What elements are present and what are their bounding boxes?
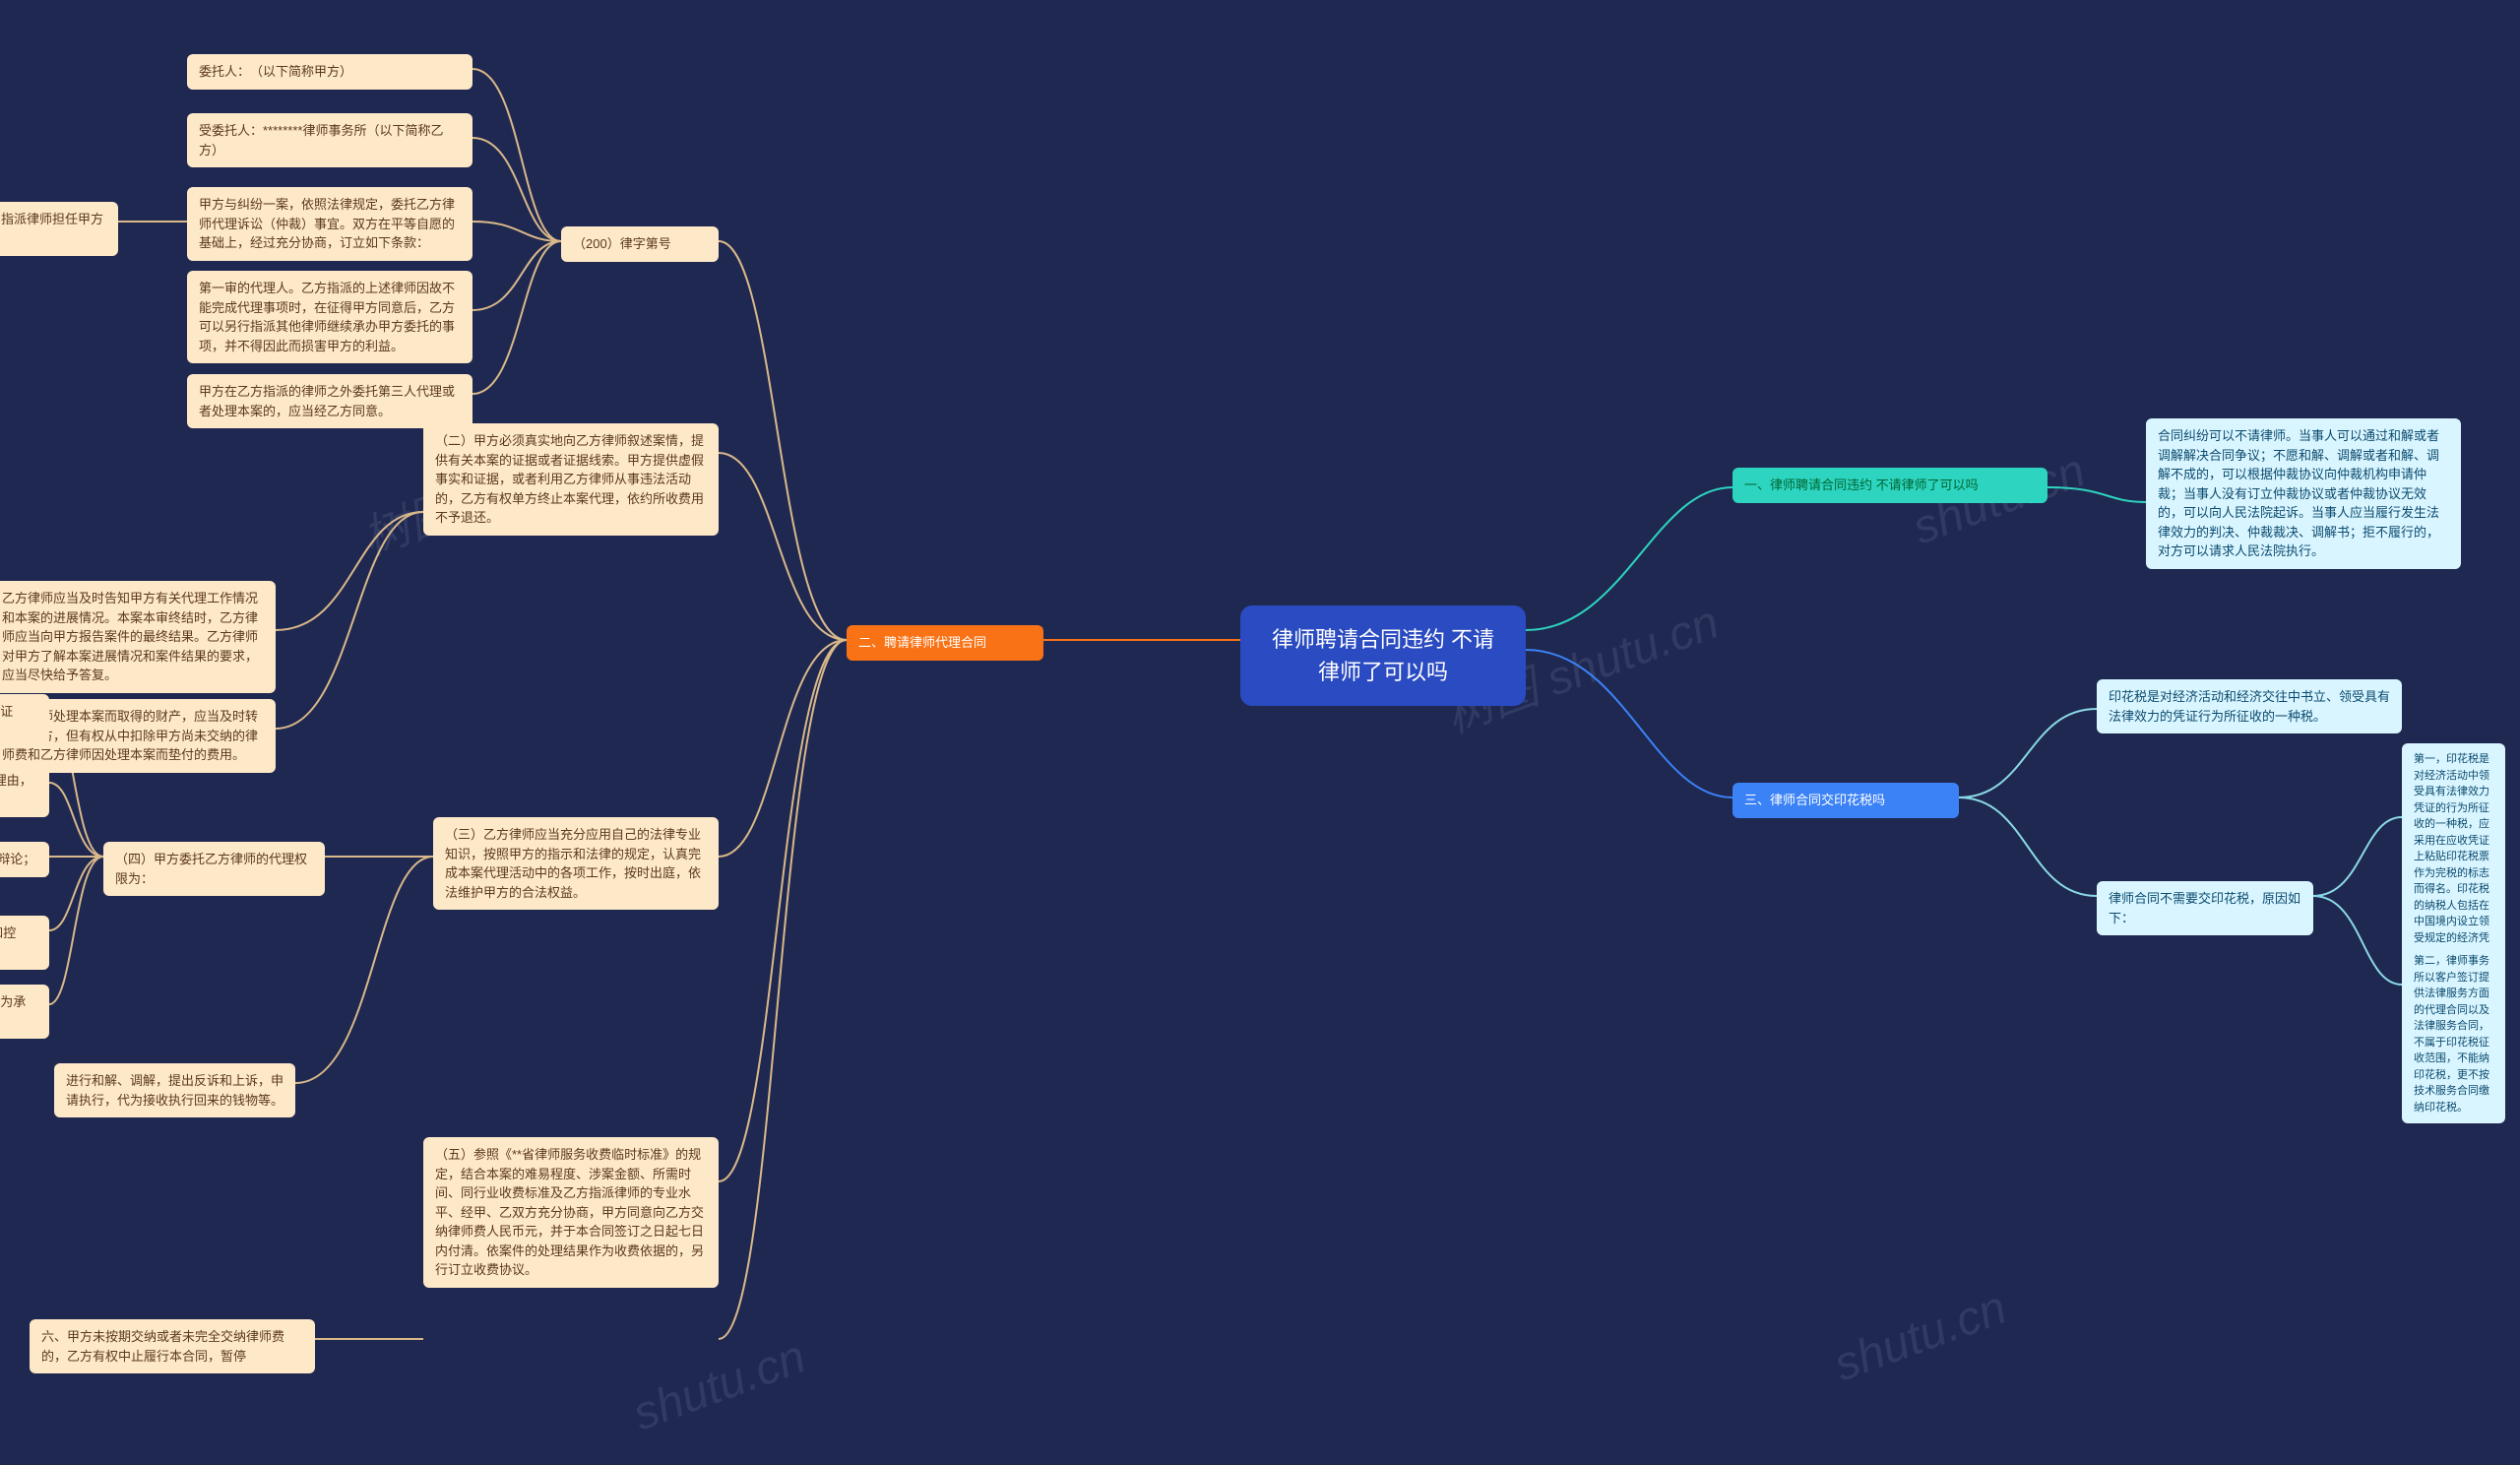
watermark: shutu.cn <box>626 1330 812 1442</box>
section3-sub: 律师合同不需要交印花税，原因如下： <box>2097 881 2313 935</box>
section2-item-3: 第一审的代理人。乙方指派的上述律师因故不能完成代理事项时，在征得甲方同意后，乙方… <box>187 271 472 363</box>
section2-sub4-item-1: 2、代为参加诉讼（仲裁），陈述事实和理由，出示证据和质证； <box>0 763 49 817</box>
section2-sub2: （二）甲方必须真实地向乙方律师叙述案情，提供有关本案的证据或者证据线索。甲方提供… <box>423 423 719 536</box>
section2-item-0: 委托人： （以下简称甲方） <box>187 54 472 90</box>
section2-sub5: （五）参照《**省律师服务收费临时标准》的规定，结合本案的难易程度、涉案金额、所… <box>423 1137 719 1288</box>
section2-header: （200）律字第号 <box>561 226 719 262</box>
section2-item-2: 甲方与纠纷一案，依照法律规定，委托乙方律师代理诉讼（仲裁）事宜。双方在平等自愿的… <box>187 187 472 261</box>
section2-sub1: （一）乙方接受甲方的委托，指派律师担任甲方在本案中 <box>0 202 118 256</box>
section2-sub4-item-4: 5、经甲方另行书面特别授权后，有权代为承认、变更、放弃诉讼请求， <box>0 985 49 1039</box>
section2-sub2-item-0: 乙方律师应当及时告知甲方有关代理工作情况和本案的进展情况。本案本审终结时，乙方律… <box>0 581 276 693</box>
section3-sub-item-1: 第二，律师事务所以客户签订提供法律服务方面的代理合同以及法律服务合同，不属于印花… <box>2402 945 2505 1123</box>
section2-sub4-item-2: 3、代为答辩和辩论； <box>0 842 49 877</box>
section1-detail: 合同纠纷可以不请律师。当事人可以通过和解或者调解解决合同争议；不愿和解、调解或者… <box>2146 418 2461 569</box>
section2-sub6: 六、甲方未按期交纳或者未完全交纳律师费的，乙方有权中止履行本合同，暂停 <box>30 1319 315 1373</box>
section2-sub4: （四）甲方委托乙方律师的代理权限为： <box>103 842 325 896</box>
section2-sub3: （三）乙方律师应当充分应用自己的法律专业知识，按照甲方的指示和法律的规定，认真完… <box>433 817 719 910</box>
watermark: shutu.cn <box>1827 1281 2013 1393</box>
section3-detail: 印花税是对经济活动和经济交往中书立、领受具有法律效力的凭证行为所征收的一种税。 <box>2097 679 2402 733</box>
section2-sub4-extra: 进行和解、调解，提出反诉和上诉，申请执行，代为接收执行回来的钱物等。 <box>54 1063 295 1117</box>
section1-title: 一、律师聘请合同违约 不请律师了可以吗 <box>1732 468 2048 503</box>
section2-title: 二、聘请律师代理合同 <box>847 625 1043 661</box>
root-node: 律师聘请合同违约 不请律师了可以吗 <box>1240 605 1526 706</box>
section2-item-4: 甲方在乙方指派的律师之外委托第三人代理或者处理本案的，应当经乙方同意。 <box>187 374 472 428</box>
section2-sub4-item-3: 4、代为申请回避和控告； <box>0 916 49 970</box>
section3-title: 三、律师合同交印花税吗 <box>1732 783 1959 818</box>
section2-sub4-item-0: 1、代为递交和签收法律文书，收集相关证据； <box>0 694 49 748</box>
section2-item-1: 受委托人：********律师事务所（以下简称乙方） <box>187 113 472 167</box>
